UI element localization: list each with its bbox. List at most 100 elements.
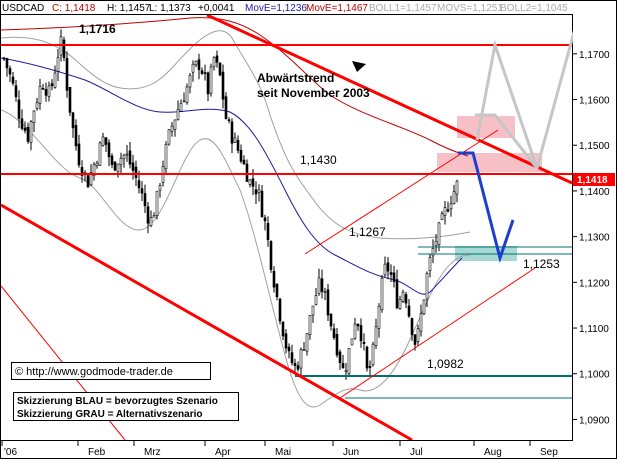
candle-body xyxy=(323,291,327,293)
candle-body xyxy=(215,55,219,63)
candle-body xyxy=(284,333,288,349)
candle-body xyxy=(155,190,159,216)
x-tick-label: '06 xyxy=(4,447,17,458)
candle-body xyxy=(278,298,282,322)
header-boll2: BOLL2=1,1045 xyxy=(500,3,568,14)
candle-body xyxy=(410,318,414,336)
y-axis: 1,1700 1,1600 1,1500 1,1400 1,1300 1,1200 1,11… xyxy=(573,50,610,426)
candle-body xyxy=(209,66,213,94)
candle-body xyxy=(254,189,258,195)
candle-body xyxy=(152,215,156,218)
candle-body xyxy=(392,272,396,282)
candle-body xyxy=(452,191,456,204)
candle-body xyxy=(416,328,420,342)
channel-lower-line xyxy=(339,267,536,399)
candle-body xyxy=(149,217,153,226)
candle-body xyxy=(26,126,30,142)
y-tick-label: 1,1500 xyxy=(579,141,610,152)
candle-body xyxy=(107,142,111,158)
candle-body xyxy=(98,142,102,166)
candle-body xyxy=(368,366,372,368)
candle-body xyxy=(206,72,210,95)
candle-body xyxy=(455,180,459,195)
candle-body xyxy=(251,178,255,187)
candle-body xyxy=(290,352,294,364)
candle-body xyxy=(245,163,249,182)
candle-body xyxy=(221,71,225,100)
candle-body xyxy=(449,203,453,210)
level-label-1-1430: 1,1430 xyxy=(300,153,337,167)
candle-body xyxy=(53,72,57,88)
trend-annotation-line2: seit November 2003 xyxy=(257,86,370,100)
candle-body xyxy=(35,102,39,109)
candlestick-series xyxy=(2,29,459,380)
candle-body xyxy=(338,351,342,363)
header-change: +0,0041 xyxy=(198,3,235,14)
candle-body xyxy=(86,175,90,188)
candle-body xyxy=(395,279,399,309)
candle-body xyxy=(8,68,12,75)
level-label-1-1267: 1,1267 xyxy=(349,225,386,239)
candle-body xyxy=(131,162,135,171)
candle-body xyxy=(113,161,117,171)
header-low: L: 1,1373 xyxy=(149,3,191,14)
candle-body xyxy=(314,295,318,306)
candle-body xyxy=(29,121,33,143)
candle-body xyxy=(62,39,66,58)
candle-body xyxy=(185,86,189,103)
x-tick-label: Aug xyxy=(484,447,502,458)
candle-body xyxy=(74,125,78,147)
candle-body xyxy=(386,262,390,272)
candle-body xyxy=(257,189,261,193)
y-tick-label: 1,0900 xyxy=(579,415,610,426)
candle-body xyxy=(341,363,345,369)
candle-body xyxy=(125,153,129,156)
candle-body xyxy=(158,185,162,191)
candle-body xyxy=(140,188,144,194)
y-tick-label: 1,1300 xyxy=(579,233,610,244)
candle-body xyxy=(17,99,21,119)
candle-body xyxy=(164,144,168,170)
candle-body xyxy=(440,213,444,220)
candle-body xyxy=(296,365,300,370)
x-tick-label: Mrz xyxy=(144,447,161,458)
header-move2: MovE=1,1467 xyxy=(306,3,368,14)
header-close: C: 1,1418 xyxy=(52,3,96,14)
candle-body xyxy=(266,222,270,240)
candle-body xyxy=(365,346,369,369)
candle-body xyxy=(218,62,222,76)
candle-body xyxy=(80,167,84,176)
candle-body xyxy=(356,323,360,327)
candle-body xyxy=(41,88,45,90)
candle-body xyxy=(242,159,246,165)
candle-body xyxy=(419,313,423,332)
downtrend-line-upper xyxy=(206,15,573,185)
candle-body xyxy=(236,139,240,151)
header-move: MovE=1,1236 xyxy=(245,3,307,14)
candle-body xyxy=(143,193,147,207)
header-high: H: 1,1457 xyxy=(107,3,151,14)
y-tick-label: 1,1100 xyxy=(579,324,609,335)
candle-body xyxy=(176,109,180,120)
candle-body xyxy=(335,333,339,356)
candle-body xyxy=(437,222,441,246)
scenario-gray-path-2 xyxy=(475,39,539,169)
candle-body xyxy=(260,190,264,218)
candle-body xyxy=(104,137,108,145)
moving-average-short xyxy=(1,57,463,295)
candle-body xyxy=(32,110,36,123)
candle-body xyxy=(443,207,447,216)
moving-average-long xyxy=(1,17,469,157)
candle-body xyxy=(194,60,198,66)
scenario-gray-path xyxy=(475,30,573,172)
candle-body xyxy=(344,370,348,372)
chart-header: USDCAD C: 1,1418 H: 1,1457 L: 1,1373 +0,… xyxy=(2,3,568,14)
x-tick-label: Jun xyxy=(343,447,359,458)
candle-body xyxy=(56,57,60,72)
candle-body xyxy=(47,85,51,97)
candle-body xyxy=(44,89,48,96)
candle-body xyxy=(227,119,231,122)
scenario-blue-path xyxy=(458,151,515,264)
candle-body xyxy=(374,326,378,346)
